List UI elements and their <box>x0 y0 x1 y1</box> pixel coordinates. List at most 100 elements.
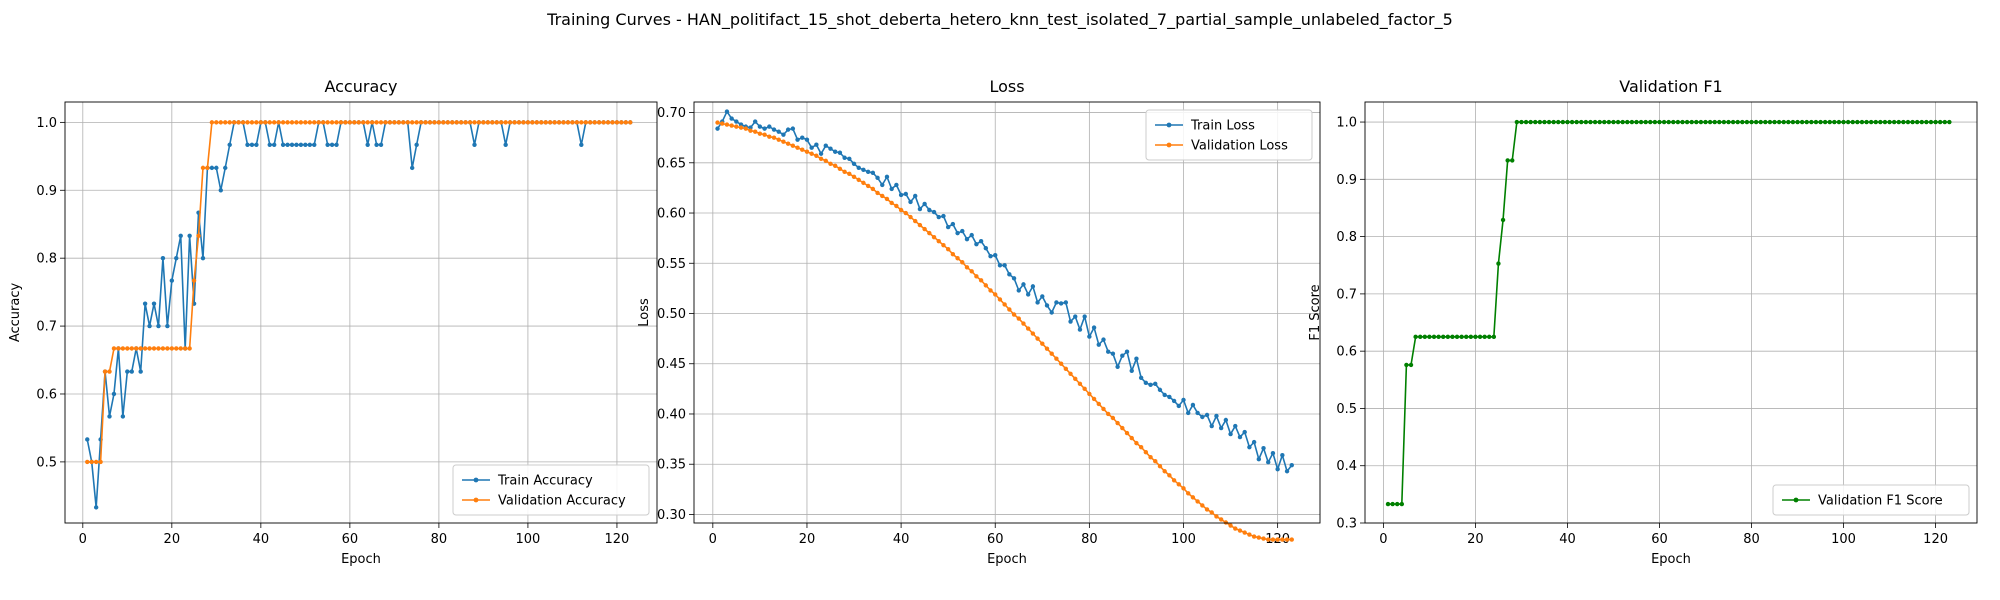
data-point <box>988 288 993 293</box>
data-point <box>936 214 941 220</box>
data-point <box>1924 119 1929 125</box>
data-point <box>1091 396 1097 402</box>
data-point <box>1237 434 1243 440</box>
data-point <box>1115 364 1120 369</box>
data-point <box>547 120 553 125</box>
data-point <box>445 120 450 125</box>
axes-frame <box>1364 101 1978 524</box>
data-point <box>767 134 772 139</box>
data-point <box>423 120 428 125</box>
data-point <box>392 120 397 125</box>
data-point <box>1551 119 1556 125</box>
data-point <box>1181 397 1186 403</box>
data-point <box>851 174 857 180</box>
y-tick-label: 0.6 <box>1336 345 1357 360</box>
data-point <box>1914 119 1920 125</box>
data-point <box>187 233 192 238</box>
data-point <box>997 297 1003 302</box>
chart-panel-1: 0 20 40 60 80 100 120 0.5 0.6 0.7 0.8 0.9 1.0 Accurac… <box>8 77 658 567</box>
series-validation-f1-score <box>1385 119 1952 507</box>
y-tick-label: 0.7 <box>36 320 57 335</box>
data-point <box>1280 537 1285 542</box>
data-point <box>993 292 998 297</box>
data-point <box>1671 119 1676 125</box>
data-point <box>993 253 998 258</box>
data-point <box>1068 319 1073 324</box>
data-point <box>898 192 904 198</box>
data-point <box>405 120 410 125</box>
data-point <box>231 120 237 125</box>
data-point <box>1040 294 1045 299</box>
data-point <box>795 145 800 150</box>
data-point <box>588 120 593 125</box>
data-point <box>1049 310 1054 315</box>
data-point <box>785 141 791 146</box>
data-point <box>781 139 786 144</box>
data-point <box>1841 119 1846 125</box>
data-point <box>276 120 281 125</box>
data-point <box>369 120 375 125</box>
data-point <box>828 161 833 166</box>
data-point <box>1247 444 1252 450</box>
data-point <box>218 120 223 125</box>
data-point <box>950 221 956 227</box>
data-point <box>950 252 956 257</box>
data-point <box>1058 301 1064 306</box>
data-point <box>1694 119 1699 125</box>
data-point <box>1091 325 1097 330</box>
y-tick-label: 0.35 <box>657 458 686 473</box>
data-point <box>227 142 232 147</box>
chart-panel-3: 0 20 40 60 80 100 120 0.3 0.4 0.5 0.6 0.7 0.8 0.9 1.0 V… <box>1308 77 1978 567</box>
data-point <box>903 210 908 216</box>
y-tick-label: 0.5 <box>36 455 57 470</box>
data-point <box>343 120 348 125</box>
data-point <box>592 120 597 125</box>
data-point <box>458 120 464 125</box>
data-point <box>1786 119 1791 125</box>
data-point <box>1115 420 1120 426</box>
data-point <box>1190 402 1196 408</box>
data-point <box>762 126 767 131</box>
data-point <box>1021 321 1026 326</box>
data-point <box>1666 119 1671 125</box>
x-tick-label: 80 <box>1743 532 1760 547</box>
data-point <box>303 120 308 125</box>
data-point <box>258 120 264 125</box>
data-point <box>814 142 819 147</box>
data-point <box>1143 380 1149 386</box>
data-point <box>1110 351 1116 356</box>
data-point <box>767 124 772 129</box>
data-point <box>316 120 321 125</box>
data-point <box>1602 119 1607 125</box>
data-point <box>1625 119 1630 125</box>
data-point <box>223 165 228 171</box>
legend: Train Loss Validation Loss <box>1145 109 1313 161</box>
data-point <box>396 120 402 125</box>
data-point <box>875 190 880 196</box>
y-axis-label: Loss <box>637 298 652 327</box>
data-point <box>556 120 562 125</box>
data-point <box>1030 331 1036 336</box>
data-point <box>1675 119 1681 125</box>
data-point <box>169 346 175 351</box>
data-point <box>151 301 157 306</box>
data-point <box>196 233 201 238</box>
data-point <box>875 175 880 181</box>
data-point <box>955 256 960 261</box>
legend-box <box>452 464 650 516</box>
data-point <box>619 120 624 125</box>
data-point <box>365 120 370 125</box>
data-point <box>1289 463 1294 468</box>
data-point <box>427 120 433 125</box>
data-point <box>347 120 353 125</box>
data-point <box>1735 119 1740 125</box>
data-point <box>610 120 615 125</box>
data-point <box>129 369 134 374</box>
data-point <box>828 146 833 151</box>
x-tick-label: 80 <box>431 532 448 547</box>
data-point <box>1781 119 1786 125</box>
data-point <box>1209 510 1214 515</box>
data-point <box>964 236 970 242</box>
data-point <box>738 122 744 127</box>
data-point <box>1574 119 1579 125</box>
